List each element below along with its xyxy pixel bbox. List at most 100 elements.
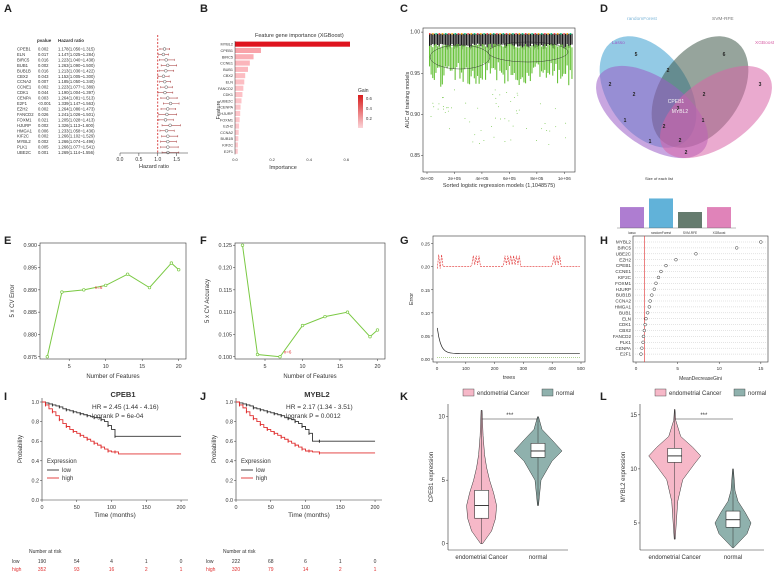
model-point-dense (569, 33, 571, 46)
model-point-low (479, 143, 481, 144)
model-point-low (544, 123, 546, 124)
hr-point (166, 96, 170, 100)
model-point-low (453, 89, 455, 91)
model-point-dense (477, 45, 479, 76)
pvalue-label: 0.002 (38, 47, 49, 52)
model-point-dense (457, 33, 459, 47)
risk-count-high: 93 (74, 567, 80, 573)
model-point-dense (566, 33, 568, 45)
model-point-dense (491, 33, 493, 49)
censor-mark (280, 414, 282, 418)
model-point-low (447, 107, 449, 109)
model-point-low (510, 139, 512, 141)
model-point-top (489, 33, 492, 35)
model-point-dense (443, 33, 445, 45)
x-tick-label: 6e+05 (503, 176, 516, 181)
hr-label: 1.269(1.114~1.556) (58, 150, 95, 155)
censor-mark (100, 418, 102, 422)
series-point (169, 261, 174, 265)
model-point-low (494, 117, 496, 119)
pvalue-label: 0.043 (38, 74, 49, 79)
gene-label: HJURP (17, 123, 31, 128)
pvalue-label: <0.001 (38, 101, 52, 106)
chart-title: CPEB1 (110, 390, 135, 399)
pvalue-label: 0.016 (38, 68, 49, 73)
model-point-top (467, 33, 469, 35)
x-tick-label: 200 (491, 366, 499, 371)
hr-label: 1.178(1.056~1.315) (58, 47, 95, 52)
bar (235, 47, 261, 53)
category-label: FANCD2 (613, 334, 632, 339)
model-point-dense (505, 33, 507, 48)
censor-mark (93, 416, 95, 420)
model-point-dense (534, 33, 536, 48)
series-point (104, 283, 108, 288)
region-count: 2 (663, 124, 666, 130)
model-point-dense (520, 45, 522, 80)
model-point-dense (550, 43, 552, 64)
y-tick-label: 1.0 (32, 400, 40, 406)
y-tick-label: 0.05 (421, 334, 430, 339)
y-tick-label: 0.95 (410, 71, 420, 77)
hr-point (166, 140, 170, 144)
series-point (345, 310, 350, 314)
y-tick-label: 10 (438, 415, 445, 421)
bar (235, 73, 246, 79)
y-tick-label: 0.105 (219, 332, 233, 338)
gene-label: CPEB1 (17, 47, 31, 52)
hr-point (164, 85, 168, 89)
y-tick-label: 0.85 (410, 153, 420, 159)
plot-frame (632, 235, 769, 363)
model-point-dense (547, 33, 549, 45)
model-point-top (505, 33, 508, 35)
x-tick-label: 0.0 (117, 157, 124, 163)
model-point-dense (465, 46, 467, 68)
censor-mark (287, 439, 289, 443)
category-label: UBE2C (220, 99, 233, 103)
model-point-dense (449, 45, 451, 71)
model-point-dense (553, 44, 555, 71)
x-tick-label: 300 (520, 366, 528, 371)
region-count: 5 (635, 52, 638, 58)
model-point-top (531, 33, 533, 35)
hr-label: 1.213(1.036~1.422) (58, 68, 95, 73)
censor-mark (100, 445, 102, 449)
model-point-top (429, 33, 431, 35)
pvalue-label: 0.002 (38, 63, 49, 68)
risk-row-label: low (206, 559, 214, 565)
x-tick-label: 15 (337, 364, 343, 370)
x-axis-title: Time (months) (288, 512, 330, 519)
panel-label-a: A (4, 3, 12, 15)
y-tick-label: 0.6 (32, 439, 40, 445)
model-point-dense (448, 33, 450, 47)
category-label: CBX2 (223, 74, 233, 78)
censor-mark (280, 435, 282, 439)
model-point-top (457, 33, 460, 35)
hr-point (166, 134, 170, 138)
model-point-dense (523, 46, 525, 83)
x-tick-label: 50 (74, 505, 80, 511)
center-gene: MYBL2 (672, 109, 689, 115)
hr-point (168, 101, 173, 106)
model-point-low (536, 140, 537, 142)
legend-title: Expression (241, 459, 271, 465)
importance-point (656, 275, 661, 280)
model-point-dense (534, 44, 536, 67)
censor-mark (308, 431, 310, 435)
category-label: CPEB1 (616, 263, 632, 268)
risk-count-high: 2 (145, 567, 148, 573)
importance-point (735, 246, 739, 250)
x-axis-title: Sorted logistic regression models (1,104… (443, 183, 555, 189)
y-tick-label: 0.2 (32, 478, 40, 484)
model-point-dense (557, 33, 559, 45)
model-point-dense (528, 33, 530, 49)
model-point-dense (499, 43, 501, 71)
series-point (375, 328, 380, 332)
importance-point (664, 263, 668, 268)
model-point-top (464, 33, 466, 35)
model-point-top (560, 33, 562, 35)
censor-mark (93, 441, 95, 445)
model-point-dense (435, 33, 437, 48)
censor-mark (318, 439, 320, 443)
model-point-dense (440, 47, 442, 87)
